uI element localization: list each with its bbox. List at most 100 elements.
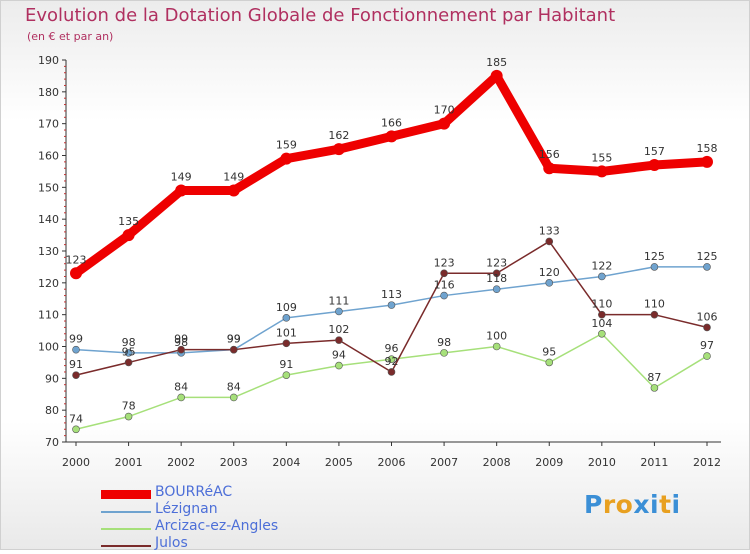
data-label: 185 — [486, 56, 507, 69]
data-point — [177, 393, 185, 402]
logo-letter: o — [615, 490, 634, 519]
y-tick-label: 180 — [38, 86, 59, 99]
x-tick-label: 2001 — [115, 456, 143, 469]
legend-item: Julos — [101, 535, 341, 554]
data-point — [440, 291, 448, 300]
data-point — [650, 310, 659, 319]
data-label: 74 — [69, 412, 83, 425]
x-tick-label: 2006 — [378, 456, 406, 469]
data-label: 102 — [328, 323, 349, 336]
data-label: 120 — [539, 266, 560, 279]
y-tick-label: 120 — [38, 277, 59, 290]
data-point — [490, 69, 503, 82]
y-tick-label: 80 — [45, 404, 59, 417]
data-point — [280, 152, 293, 165]
x-tick-label: 2011 — [640, 456, 668, 469]
x-tick-label: 2008 — [483, 456, 511, 469]
data-point — [703, 263, 711, 271]
legend-swatch — [101, 510, 151, 513]
legend: BOURRéAC Lézignan Arcizac-ez-Angles Julos — [101, 484, 341, 554]
data-point — [122, 229, 135, 242]
data-label: 118 — [486, 272, 507, 285]
logo-letter: P — [584, 490, 603, 519]
data-label: 135 — [118, 215, 139, 228]
data-label: 123 — [66, 253, 87, 266]
data-label: 122 — [591, 259, 612, 272]
data-label: 99 — [69, 333, 83, 346]
data-label: 109 — [276, 301, 297, 314]
data-point — [70, 267, 82, 280]
data-label: 92 — [385, 355, 399, 368]
data-point — [543, 162, 556, 175]
proxiti-logo: Proxiti — [584, 490, 681, 519]
data-point — [703, 352, 711, 360]
data-label: 87 — [647, 371, 661, 384]
data-point — [440, 269, 448, 278]
data-label: 166 — [381, 116, 402, 129]
data-label: 116 — [434, 279, 455, 292]
data-point — [438, 117, 451, 130]
data-label: 159 — [276, 139, 297, 152]
data-point — [387, 355, 396, 364]
logo-letter: r — [602, 490, 616, 519]
data-point — [175, 184, 188, 197]
logo-letter: i — [650, 490, 660, 519]
legend-item: BOURRéAC — [101, 484, 341, 503]
data-point — [545, 358, 554, 367]
data-label: 84 — [174, 380, 188, 393]
data-point — [387, 301, 396, 309]
data-label: 96 — [385, 342, 399, 355]
data-label: 97 — [700, 339, 714, 352]
logo-letter: i — [671, 490, 681, 519]
data-point — [492, 269, 501, 278]
data-label: 123 — [486, 256, 507, 269]
data-label: 91 — [69, 358, 83, 371]
data-label: 104 — [591, 317, 612, 330]
data-point — [72, 425, 80, 434]
data-point — [177, 345, 185, 354]
data-label: 110 — [644, 298, 665, 311]
x-tick-label: 2003 — [220, 456, 248, 469]
data-label: 98 — [437, 336, 451, 349]
data-point — [282, 371, 291, 379]
data-point — [701, 155, 713, 168]
x-tick-label: 2002 — [167, 456, 195, 469]
data-point — [72, 371, 80, 379]
y-tick-label: 140 — [38, 213, 59, 226]
data-label: 95 — [542, 345, 556, 358]
data-point — [648, 159, 661, 172]
data-label: 125 — [644, 250, 665, 263]
logo-letter: t — [659, 490, 672, 519]
legend-swatch — [101, 490, 151, 499]
logo-letter: x — [633, 490, 650, 519]
data-label: 110 — [591, 298, 612, 311]
data-point — [598, 272, 606, 281]
legend-swatch — [101, 527, 151, 530]
chart-subtitle: (en € et par an) — [27, 30, 114, 43]
x-tick-label: 2007 — [430, 456, 458, 469]
y-tick-label: 170 — [38, 118, 59, 131]
data-label: 162 — [328, 129, 349, 142]
data-point — [545, 279, 554, 287]
legend-label: Julos — [155, 535, 188, 551]
data-point — [124, 412, 133, 421]
data-point — [387, 368, 396, 376]
data-label: 91 — [279, 358, 293, 371]
data-point — [598, 329, 606, 338]
data-point — [282, 314, 291, 322]
y-tick-label: 90 — [45, 372, 59, 385]
data-label: 157 — [644, 145, 665, 158]
data-label: 111 — [328, 294, 349, 307]
x-tick-label: 2005 — [325, 456, 353, 469]
data-point — [703, 323, 711, 332]
data-label: 106 — [697, 310, 718, 323]
legend-label: Lézignan — [155, 501, 218, 517]
data-point — [335, 336, 343, 344]
data-label: 98 — [174, 336, 188, 349]
data-point — [492, 285, 501, 294]
data-point — [595, 165, 608, 178]
data-point — [492, 342, 501, 351]
legend-label: Arcizac-ez-Angles — [155, 518, 279, 534]
